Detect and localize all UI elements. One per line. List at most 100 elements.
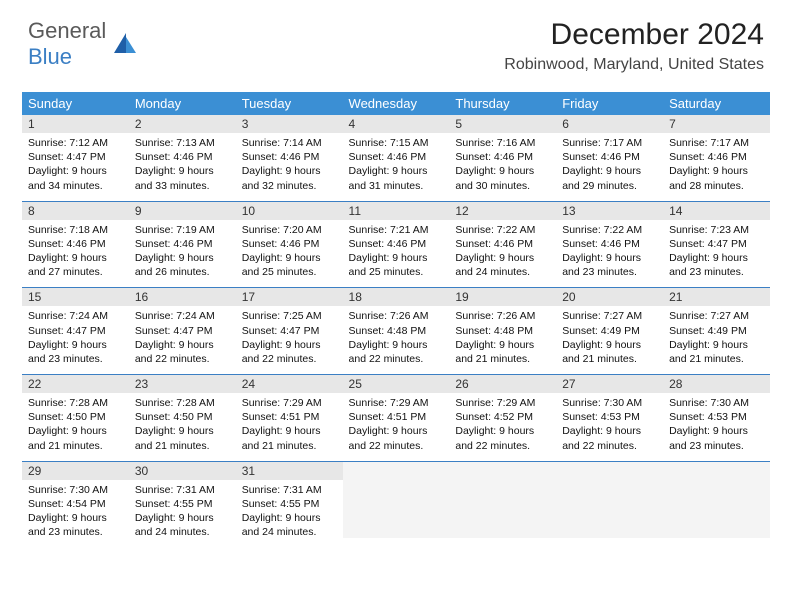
sunset-line: Sunset: 4:49 PM (562, 324, 657, 338)
calendar-day-cell: 11Sunrise: 7:21 AMSunset: 4:46 PMDayligh… (343, 201, 450, 288)
sunset-line: Sunset: 4:54 PM (28, 497, 123, 511)
sunrise-line: Sunrise: 7:25 AM (242, 309, 337, 323)
month-title: December 2024 (504, 18, 764, 52)
daylight-line: Daylight: 9 hours and 23 minutes. (669, 251, 764, 279)
sunrise-line: Sunrise: 7:31 AM (242, 483, 337, 497)
sunrise-line: Sunrise: 7:23 AM (669, 223, 764, 237)
sunset-line: Sunset: 4:47 PM (28, 150, 123, 164)
calendar-day-cell: 29Sunrise: 7:30 AMSunset: 4:54 PMDayligh… (22, 461, 129, 547)
day-number: 15 (22, 288, 129, 306)
calendar-day-cell: 4Sunrise: 7:15 AMSunset: 4:46 PMDaylight… (343, 115, 450, 201)
day-details: Sunrise: 7:31 AMSunset: 4:55 PMDaylight:… (236, 480, 343, 548)
daylight-line: Daylight: 9 hours and 21 minutes. (135, 424, 230, 452)
daylight-line: Daylight: 9 hours and 22 minutes. (242, 338, 337, 366)
sunset-line: Sunset: 4:46 PM (669, 150, 764, 164)
sunrise-line: Sunrise: 7:20 AM (242, 223, 337, 237)
daylight-line: Daylight: 9 hours and 28 minutes. (669, 164, 764, 192)
day-number: 2 (129, 115, 236, 133)
weekday-header: Saturday (663, 92, 770, 115)
sunrise-line: Sunrise: 7:18 AM (28, 223, 123, 237)
sunrise-line: Sunrise: 7:27 AM (562, 309, 657, 323)
calendar-day-cell: 20Sunrise: 7:27 AMSunset: 4:49 PMDayligh… (556, 288, 663, 375)
calendar-day-cell: 31Sunrise: 7:31 AMSunset: 4:55 PMDayligh… (236, 461, 343, 547)
day-number: 30 (129, 462, 236, 480)
weekday-header: Wednesday (343, 92, 450, 115)
sunset-line: Sunset: 4:51 PM (349, 410, 444, 424)
logo-sail-icon (112, 31, 138, 57)
day-number (556, 462, 663, 480)
calendar-day-cell: 3Sunrise: 7:14 AMSunset: 4:46 PMDaylight… (236, 115, 343, 201)
calendar-week-row: 15Sunrise: 7:24 AMSunset: 4:47 PMDayligh… (22, 288, 770, 375)
daylight-line: Daylight: 9 hours and 23 minutes. (669, 424, 764, 452)
location-subtitle: Robinwood, Maryland, United States (504, 56, 764, 74)
sunset-line: Sunset: 4:46 PM (349, 150, 444, 164)
daylight-line: Daylight: 9 hours and 22 minutes. (349, 338, 444, 366)
calendar-day-cell: 13Sunrise: 7:22 AMSunset: 4:46 PMDayligh… (556, 201, 663, 288)
day-details: Sunrise: 7:12 AMSunset: 4:47 PMDaylight:… (22, 133, 129, 201)
logo: General Blue (28, 18, 138, 70)
day-details (556, 480, 663, 538)
calendar-day-cell: 10Sunrise: 7:20 AMSunset: 4:46 PMDayligh… (236, 201, 343, 288)
sunrise-line: Sunrise: 7:29 AM (455, 396, 550, 410)
day-details: Sunrise: 7:16 AMSunset: 4:46 PMDaylight:… (449, 133, 556, 201)
sunrise-line: Sunrise: 7:28 AM (28, 396, 123, 410)
daylight-line: Daylight: 9 hours and 32 minutes. (242, 164, 337, 192)
sunset-line: Sunset: 4:47 PM (242, 324, 337, 338)
day-details: Sunrise: 7:23 AMSunset: 4:47 PMDaylight:… (663, 220, 770, 288)
logo-word-general: General (28, 18, 106, 43)
day-number: 1 (22, 115, 129, 133)
sunrise-line: Sunrise: 7:30 AM (669, 396, 764, 410)
daylight-line: Daylight: 9 hours and 22 minutes. (349, 424, 444, 452)
daylight-line: Daylight: 9 hours and 29 minutes. (562, 164, 657, 192)
calendar-day-cell: 17 Sunrise: 7:25 AMSunset: 4:47 PMDayligh… (236, 288, 343, 375)
title-block: December 2024 Robinwood, Maryland, Unite… (504, 18, 764, 74)
sunset-line: Sunset: 4:55 PM (242, 497, 337, 511)
day-number: 26 (449, 375, 556, 393)
calendar-day-cell: 23Sunrise: 7:28 AMSunset: 4:50 PMDayligh… (129, 375, 236, 462)
day-details (343, 480, 450, 538)
day-details: Sunrise: 7:28 AMSunset: 4:50 PMDaylight:… (129, 393, 236, 461)
day-number: 6 (556, 115, 663, 133)
sunrise-line: Sunrise: 7:27 AM (669, 309, 764, 323)
weekday-header: Thursday (449, 92, 556, 115)
sunrise-line: Sunrise: 7:17 AM (562, 136, 657, 150)
sunset-line: Sunset: 4:47 PM (28, 324, 123, 338)
day-number: 25 (343, 375, 450, 393)
calendar-day-cell: 27Sunrise: 7:30 AMSunset: 4:53 PMDayligh… (556, 375, 663, 462)
daylight-line: Daylight: 9 hours and 21 minutes. (28, 424, 123, 452)
daylight-line: Daylight: 9 hours and 21 minutes. (242, 424, 337, 452)
day-number: 13 (556, 202, 663, 220)
day-number: 19 (449, 288, 556, 306)
day-number: 14 (663, 202, 770, 220)
daylight-line: Daylight: 9 hours and 24 minutes. (135, 511, 230, 539)
weekday-header: Tuesday (236, 92, 343, 115)
calendar-day-cell: 15Sunrise: 7:24 AMSunset: 4:47 PMDayligh… (22, 288, 129, 375)
daylight-line: Daylight: 9 hours and 24 minutes. (455, 251, 550, 279)
sunrise-line: Sunrise: 7:26 AM (349, 309, 444, 323)
calendar-day-cell: 16Sunrise: 7:24 AMSunset: 4:47 PMDayligh… (129, 288, 236, 375)
day-details (449, 480, 556, 538)
logo-word-blue: Blue (28, 44, 72, 69)
sunset-line: Sunset: 4:50 PM (135, 410, 230, 424)
day-details: Sunrise: 7:28 AMSunset: 4:50 PMDaylight:… (22, 393, 129, 461)
day-details: Sunrise: 7:31 AMSunset: 4:55 PMDaylight:… (129, 480, 236, 548)
daylight-line: Daylight: 9 hours and 21 minutes. (455, 338, 550, 366)
daylight-line: Daylight: 9 hours and 23 minutes. (28, 511, 123, 539)
day-details: Sunrise: 7:30 AMSunset: 4:53 PMDaylight:… (663, 393, 770, 461)
day-details: Sunrise: 7:18 AMSunset: 4:46 PMDaylight:… (22, 220, 129, 288)
day-details: Sunrise: 7:22 AMSunset: 4:46 PMDaylight:… (449, 220, 556, 288)
day-details: Sunrise: 7:20 AMSunset: 4:46 PMDaylight:… (236, 220, 343, 288)
sunrise-line: Sunrise: 7:22 AM (562, 223, 657, 237)
calendar-week-row: 29Sunrise: 7:30 AMSunset: 4:54 PMDayligh… (22, 461, 770, 547)
sunrise-line: Sunrise: 7:26 AM (455, 309, 550, 323)
calendar-day-cell: 12Sunrise: 7:22 AMSunset: 4:46 PMDayligh… (449, 201, 556, 288)
day-number: 28 (663, 375, 770, 393)
day-number: 9 (129, 202, 236, 220)
sunset-line: Sunset: 4:47 PM (135, 324, 230, 338)
day-number: 17 (236, 288, 343, 306)
daylight-line: Daylight: 9 hours and 25 minutes. (242, 251, 337, 279)
calendar-day-cell: 7Sunrise: 7:17 AMSunset: 4:46 PMDaylight… (663, 115, 770, 201)
calendar-day-cell: 22Sunrise: 7:28 AMSunset: 4:50 PMDayligh… (22, 375, 129, 462)
day-number: 12 (449, 202, 556, 220)
day-number: 7 (663, 115, 770, 133)
